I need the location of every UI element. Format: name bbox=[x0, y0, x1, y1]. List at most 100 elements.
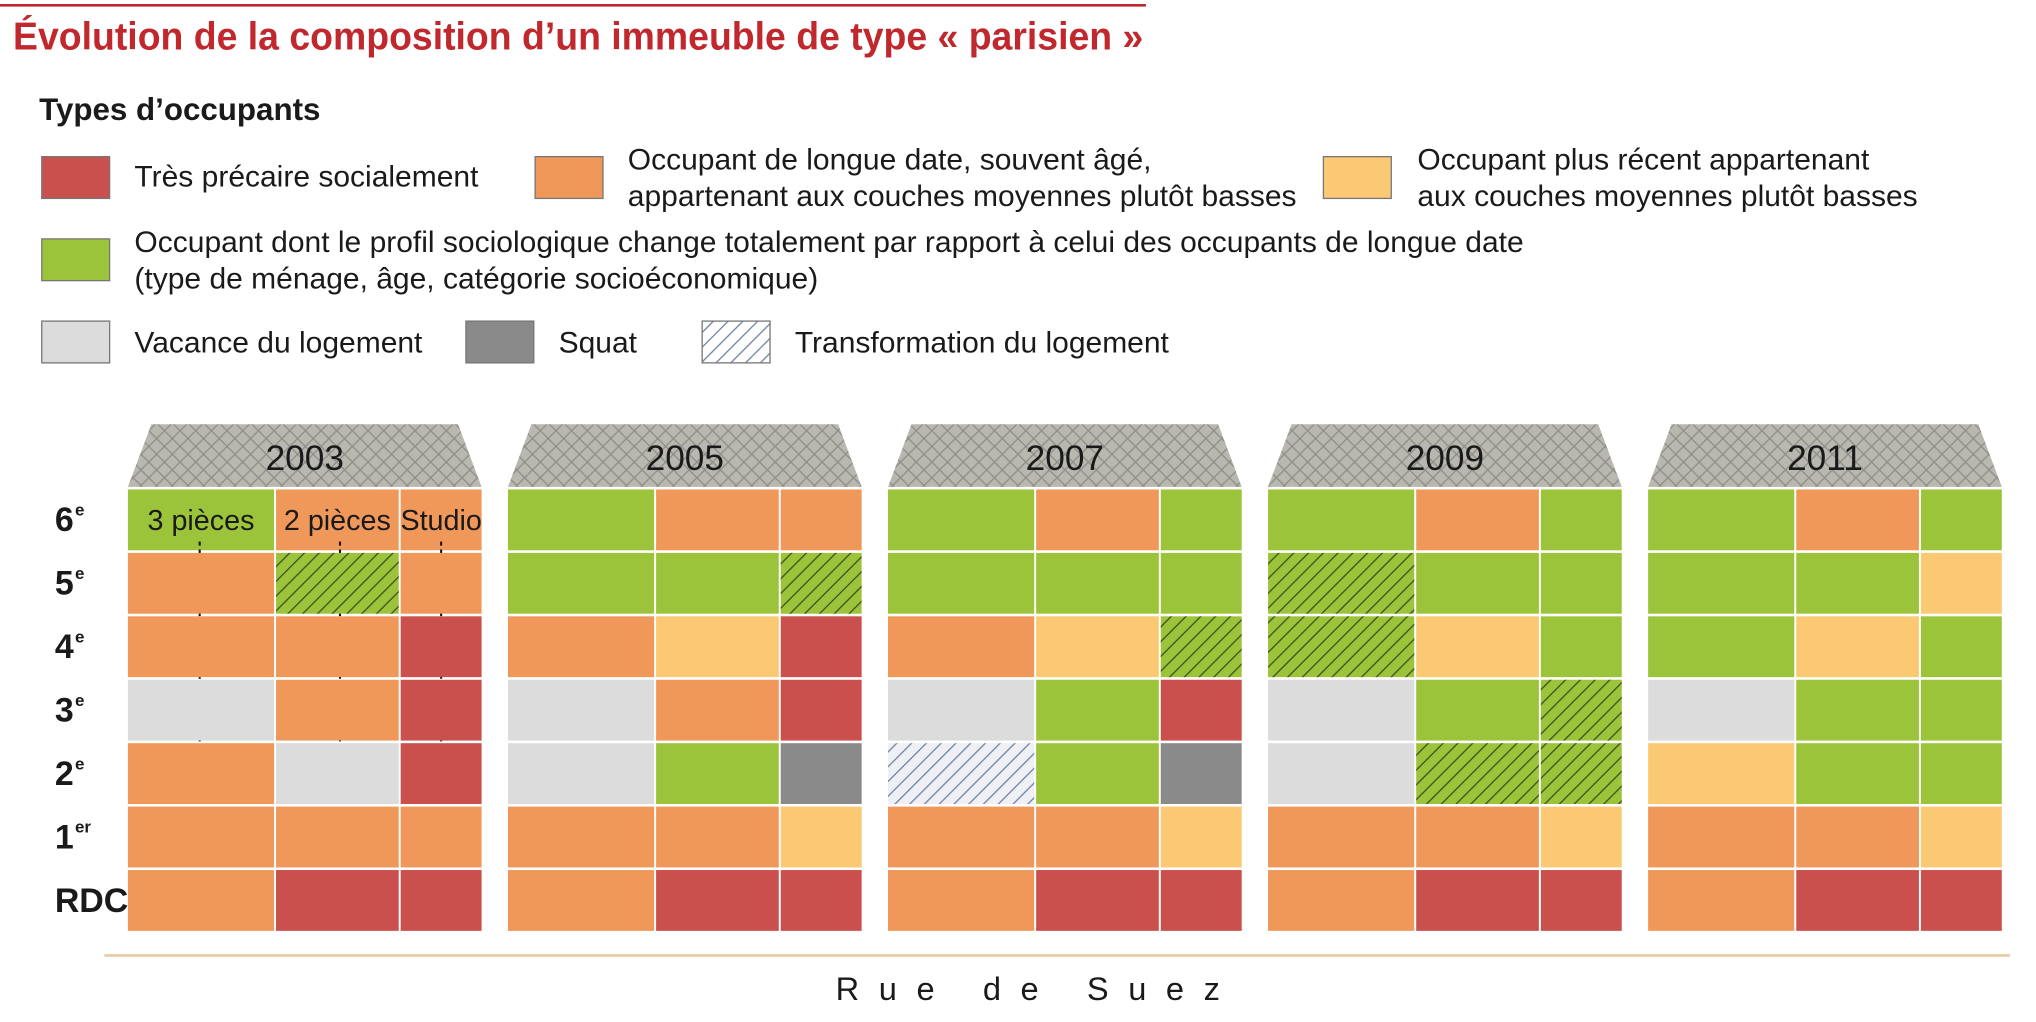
apartment-cell bbox=[1648, 552, 1795, 614]
floor-suffix: e bbox=[75, 754, 84, 773]
apartment-cell bbox=[400, 552, 482, 614]
apartment-cell bbox=[1160, 489, 1242, 551]
apartment-cell-hatch bbox=[1268, 552, 1415, 614]
legend-swatch bbox=[41, 238, 110, 281]
apartment-cell bbox=[507, 552, 655, 614]
legend-swatch-border bbox=[41, 320, 111, 364]
roof bbox=[1648, 424, 2002, 487]
apartment-cell bbox=[656, 743, 779, 805]
apartment-cell bbox=[1796, 552, 1919, 614]
legend-swatch bbox=[41, 321, 110, 363]
apartment-cell bbox=[1268, 870, 1415, 931]
apartment-cell bbox=[1648, 489, 1795, 551]
apartment-cell bbox=[507, 806, 655, 868]
apartment-cell bbox=[400, 743, 482, 805]
legend-label: (type de ménage, âge, catégorie socioéco… bbox=[134, 262, 818, 295]
roof bbox=[1268, 424, 1622, 487]
apartment-cell bbox=[276, 743, 399, 805]
apartment-cell bbox=[127, 870, 275, 931]
legend-label: Occupant de longue date, souvent âgé, bbox=[628, 144, 1152, 177]
roof bbox=[888, 424, 1242, 487]
apartment-cell bbox=[1036, 616, 1159, 678]
apartment-cell bbox=[1036, 870, 1159, 931]
legend-heading: Types d’occupants bbox=[39, 92, 320, 127]
apartment-cell bbox=[1920, 552, 2002, 614]
legend-swatch-border bbox=[534, 156, 604, 200]
apartment-cell bbox=[1416, 489, 1539, 551]
apartment-cell bbox=[1160, 679, 1242, 741]
apartment-cell bbox=[1648, 870, 1795, 931]
apartment-cell bbox=[1416, 870, 1539, 931]
floor-label: 5 bbox=[55, 565, 74, 603]
apartment-cell-hatch bbox=[1540, 743, 1622, 805]
apartment-cell bbox=[507, 743, 655, 805]
apartment-cell bbox=[1160, 743, 1242, 805]
legend-swatch bbox=[41, 156, 110, 199]
apartment-cell bbox=[276, 679, 399, 741]
apartment-cell bbox=[780, 489, 862, 551]
apartment-cell bbox=[1648, 806, 1795, 868]
apartment-cell bbox=[276, 489, 399, 551]
legend-swatch-border bbox=[701, 320, 771, 364]
apartment-cell bbox=[400, 489, 482, 551]
apartment-cell-hatch bbox=[276, 552, 399, 614]
legend-label: Transformation du logement bbox=[795, 326, 1170, 359]
apartment-cell bbox=[656, 552, 779, 614]
legend-label: Occupant dont le profil sociologique cha… bbox=[134, 226, 1523, 259]
legend-swatch bbox=[465, 321, 534, 363]
apartment-cell bbox=[656, 616, 779, 678]
floor-suffix: e bbox=[75, 691, 84, 710]
apartment-cell bbox=[127, 806, 275, 868]
floor-suffix: e bbox=[75, 627, 84, 646]
legend-swatch bbox=[535, 156, 603, 199]
legend-swatch-border bbox=[1322, 156, 1392, 200]
legend-label: Occupant plus récent appartenant bbox=[1417, 144, 1870, 177]
apartment-cell bbox=[780, 870, 862, 931]
legend-swatch-border bbox=[41, 238, 111, 282]
apartment-cell bbox=[780, 743, 862, 805]
apartment-cell bbox=[888, 870, 1035, 931]
apartment-cell bbox=[1416, 616, 1539, 678]
apartment-cell bbox=[276, 806, 399, 868]
apartment-cell bbox=[656, 489, 779, 551]
apartment-cell bbox=[1796, 489, 1919, 551]
apartment-cell bbox=[780, 679, 862, 741]
apartment-cell bbox=[1796, 616, 1919, 678]
apartment-cell bbox=[1540, 870, 1622, 931]
apartment-cell bbox=[1796, 743, 1919, 805]
legend-label: appartenant aux couches moyennes plutôt … bbox=[628, 180, 1297, 213]
apartment-cell bbox=[276, 870, 399, 931]
apartment-cell bbox=[1160, 806, 1242, 868]
legend-label: Squat bbox=[559, 326, 638, 359]
apartment-cell bbox=[780, 806, 862, 868]
legend-swatch-border bbox=[465, 320, 535, 364]
floor-label: 2 bbox=[55, 755, 74, 793]
floor-suffix: e bbox=[75, 564, 84, 583]
apartment-cell bbox=[127, 552, 275, 614]
apartment-cell bbox=[1036, 489, 1159, 551]
apartment-cell bbox=[888, 489, 1035, 551]
roof bbox=[127, 424, 482, 487]
floor-suffix: e bbox=[75, 501, 84, 520]
floor-label: 1 bbox=[55, 818, 74, 856]
apartment-cell bbox=[1920, 616, 2002, 678]
apartment-cell bbox=[127, 616, 275, 678]
apartment-cell bbox=[1540, 806, 1622, 868]
apartment-cell bbox=[127, 743, 275, 805]
apartment-cell bbox=[507, 489, 655, 551]
apartment-cell bbox=[656, 870, 779, 931]
apartment-cell bbox=[1920, 743, 2002, 805]
apartment-cell-hatch bbox=[1416, 743, 1539, 805]
apartment-cell bbox=[1160, 552, 1242, 614]
floor-label: 6 bbox=[55, 501, 74, 539]
legend-label: Très précaire socialement bbox=[134, 161, 479, 194]
roof bbox=[507, 424, 862, 487]
apartment-cell bbox=[1036, 552, 1159, 614]
floor-label: RDC bbox=[55, 882, 128, 920]
building-year: 2003 bbox=[266, 439, 344, 478]
apartment-cell bbox=[1796, 870, 1919, 931]
apartment-cell bbox=[507, 679, 655, 741]
apartment-cell bbox=[888, 616, 1035, 678]
apartment-cell bbox=[1540, 489, 1622, 551]
